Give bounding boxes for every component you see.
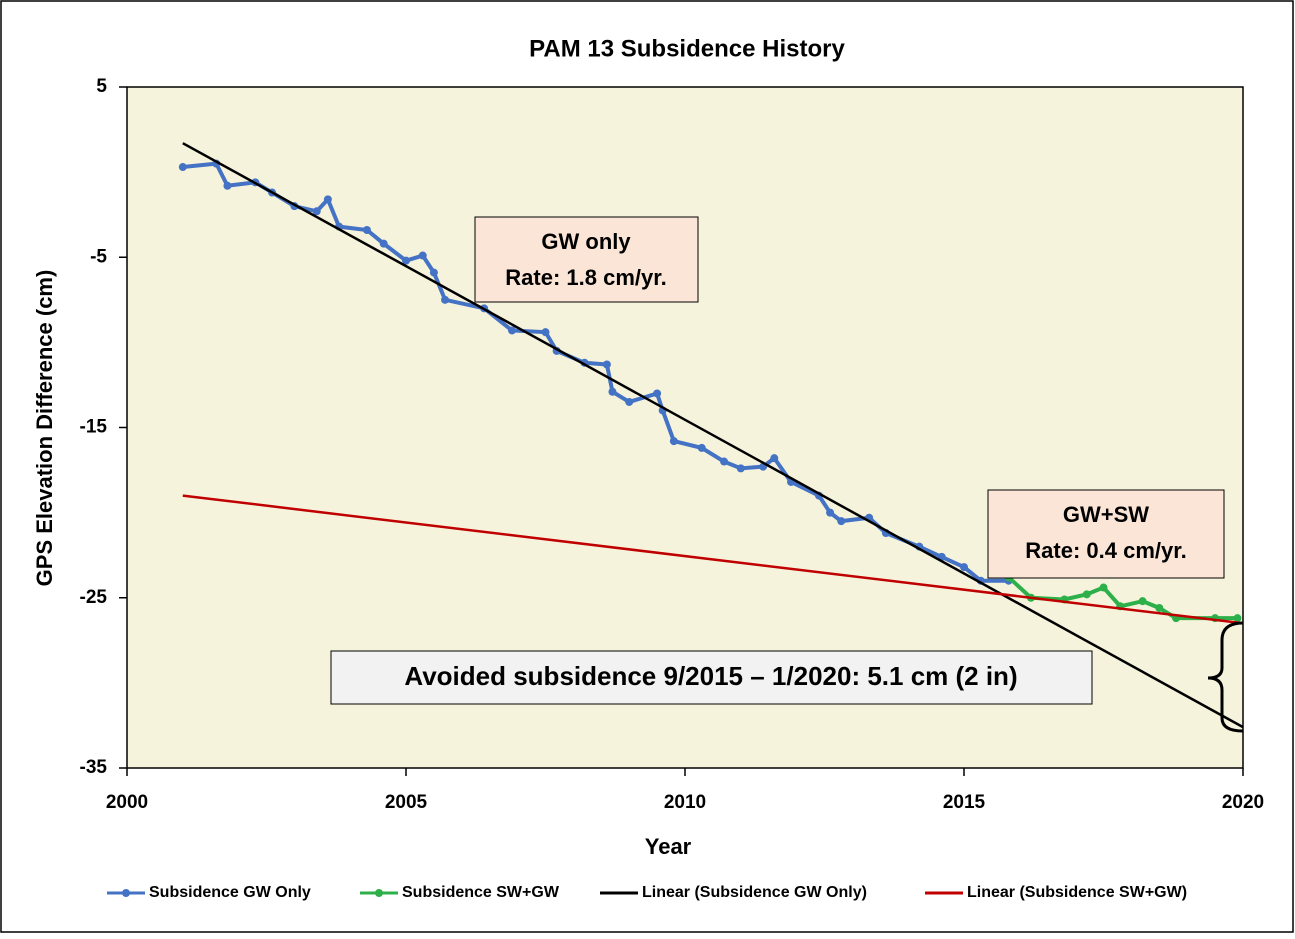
x-tick-label: 2010 — [664, 792, 706, 813]
point — [362, 226, 371, 235]
point — [323, 195, 332, 204]
annotation-box — [474, 216, 699, 303]
point — [608, 387, 617, 396]
y-tick-label: -25 — [80, 587, 108, 608]
point — [770, 454, 779, 463]
point — [669, 437, 678, 446]
point — [402, 256, 410, 265]
plot-layer: 2000 2005 2010 2015 2020 5 -5 -15 -25 -35 — [80, 76, 1265, 813]
point — [379, 239, 388, 248]
y-tick-label: -35 — [80, 757, 108, 778]
legend-marker — [122, 889, 130, 897]
point — [1138, 597, 1147, 606]
point — [736, 464, 745, 473]
y-tick-label: -5 — [90, 246, 107, 267]
x-tick-label: 2015 — [943, 792, 986, 813]
legend-label: Linear (Subsidence GW Only) — [642, 884, 867, 901]
y-tick-label: 5 — [96, 76, 107, 97]
x-axis-label: Year — [645, 834, 692, 859]
annotation: Rate: 0.4 cm/yr. — [1025, 538, 1186, 563]
point — [1082, 590, 1091, 599]
annotation: Avoided subsidence 9/2015 – 1/2020: 5.1 … — [404, 661, 1017, 691]
chart-title: PAM 13 Subsidence History — [529, 35, 845, 62]
legend-label: Subsidence GW Only — [149, 884, 311, 901]
annotation: GW+SW — [1063, 502, 1149, 527]
series-line — [182, 494, 1244, 625]
legend-label: Linear (Subsidence SW+GW) — [967, 884, 1187, 901]
legend-marker — [375, 889, 383, 897]
annotation-box — [330, 650, 1093, 705]
brace — [1207, 621, 1244, 733]
point — [720, 457, 729, 466]
annotation: GW only — [541, 229, 631, 254]
annotation: Rate: 1.8 cm/yr. — [505, 265, 666, 290]
point — [441, 295, 450, 304]
x-tick-label: 2000 — [106, 792, 148, 813]
point — [1233, 614, 1242, 623]
point — [1155, 603, 1164, 612]
annotation-box — [987, 489, 1225, 579]
point — [837, 517, 846, 526]
y-axis-label: GPS Elevation Difference (cm) — [32, 270, 57, 587]
point — [960, 563, 968, 572]
point — [826, 508, 835, 517]
point — [697, 443, 706, 452]
series-line — [182, 142, 1244, 729]
point — [429, 268, 438, 277]
point — [418, 251, 427, 260]
point — [1099, 583, 1108, 592]
point — [653, 389, 662, 398]
point — [312, 207, 321, 216]
x-tick-label: 2020 — [1222, 792, 1264, 813]
point — [602, 360, 611, 369]
x-tick-label: 2005 — [385, 792, 428, 813]
point — [508, 326, 517, 335]
legend-label: Subsidence SW+GW — [402, 884, 560, 901]
point — [178, 163, 187, 172]
point — [541, 328, 550, 337]
point — [625, 397, 634, 406]
y-tick-label: -15 — [80, 417, 108, 438]
point — [223, 181, 232, 190]
